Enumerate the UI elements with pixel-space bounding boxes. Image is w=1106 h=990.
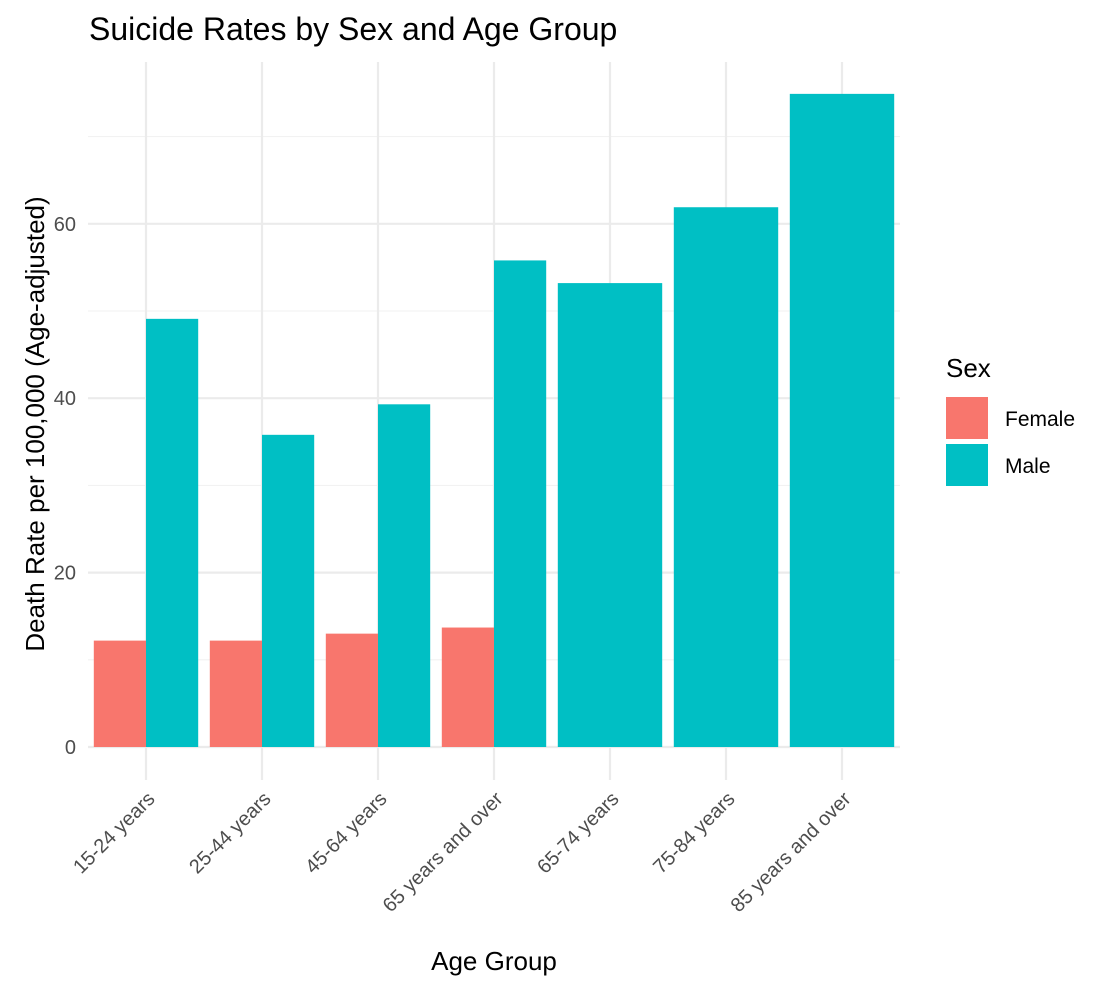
bar-male <box>789 93 895 747</box>
x-tick-label: 15-24 years <box>69 788 159 878</box>
y-tick-label: 20 <box>54 563 76 585</box>
legend-title: Sex <box>946 353 991 383</box>
legend-label-female: Female <box>1005 408 1075 431</box>
bar-male <box>146 318 199 747</box>
x-tick-label: 65-74 years <box>533 788 623 878</box>
y-axis-ticks: 0 20 40 60 <box>54 214 76 759</box>
legend-items: Female Male <box>946 397 1075 486</box>
bar-male <box>557 283 663 747</box>
bars <box>93 93 895 747</box>
bar-female <box>93 640 146 747</box>
legend-key-male <box>946 444 988 486</box>
y-axis-title: Death Rate per 100,000 (Age-adjusted) <box>20 196 50 651</box>
chart-title: Suicide Rates by Sex and Age Group <box>89 11 617 47</box>
legend-label-male: Male <box>1005 455 1051 478</box>
x-tick-label: 45-64 years <box>301 788 391 878</box>
x-tick-label: 65 years and over <box>379 788 508 917</box>
bar-female <box>209 640 262 747</box>
y-tick-label: 0 <box>65 737 76 759</box>
legend-key-female <box>946 397 988 439</box>
y-tick-label: 60 <box>54 214 76 236</box>
x-tick-label: 25-44 years <box>185 788 275 878</box>
bar-male <box>378 404 431 747</box>
bar-male <box>494 260 547 747</box>
y-tick-label: 40 <box>54 388 76 410</box>
bar-female <box>325 633 378 747</box>
bar-female <box>441 627 494 747</box>
legend: Sex Female Male <box>946 353 1075 486</box>
bar-male <box>673 207 779 747</box>
x-axis-title: Age Group <box>431 946 557 976</box>
x-tick-label: 85 years and over <box>727 788 856 917</box>
bar-male <box>262 434 315 747</box>
x-tick-label: 75-84 years <box>649 788 739 878</box>
